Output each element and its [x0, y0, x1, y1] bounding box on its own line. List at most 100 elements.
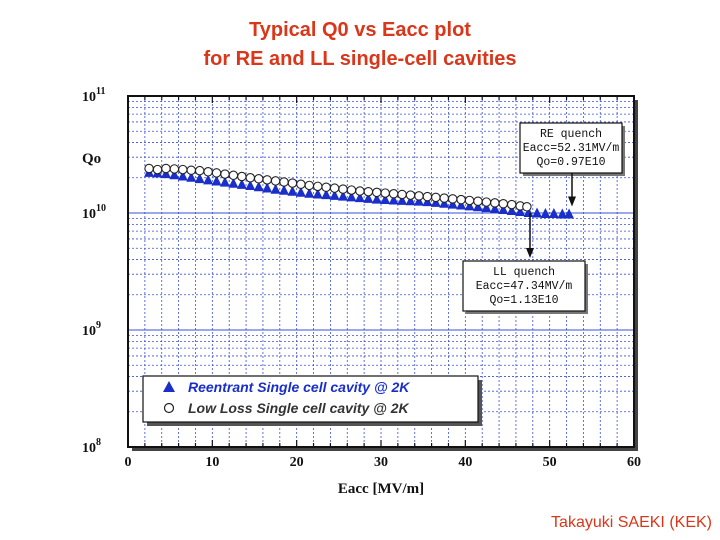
lowloss-point — [414, 191, 424, 201]
lowloss-point — [329, 183, 340, 193]
reentrant-point — [304, 187, 315, 198]
x-tick-label: 40 — [458, 455, 472, 470]
lowloss-point — [279, 177, 289, 187]
lowloss-point — [144, 163, 154, 174]
reentrant-point — [481, 202, 492, 213]
lowloss-point — [304, 180, 315, 191]
reentrant-point — [211, 175, 222, 186]
author-credit: Takayuki SAEKI (KEK) — [551, 514, 712, 531]
reentrant-point — [363, 192, 374, 203]
lowloss-point — [220, 169, 230, 179]
lowloss-point — [439, 193, 449, 203]
reentrant-point — [329, 189, 340, 200]
reentrant-point — [346, 191, 357, 202]
y-tick-label: 1010 — [82, 203, 106, 222]
x-tick-label: 20 — [290, 455, 304, 470]
annotation-line: Eacc=47.34MV/m — [476, 280, 573, 293]
x-tick-label: 10 — [205, 455, 219, 470]
lowloss-point — [405, 190, 416, 200]
lowloss-point — [498, 198, 509, 209]
reentrant-point — [253, 181, 264, 192]
annotation-line: LL quench — [493, 266, 555, 279]
reentrant-point — [498, 204, 509, 215]
lowloss-point — [380, 188, 390, 198]
lowloss-point — [388, 189, 399, 199]
reentrant-point — [564, 208, 575, 219]
lowloss-point — [245, 173, 256, 183]
reentrant-point — [413, 195, 424, 206]
lowloss-point — [473, 196, 483, 207]
reentrant-point — [456, 199, 467, 210]
lowloss-point — [296, 179, 306, 190]
lowloss-point — [169, 164, 180, 174]
annotation-arrow-head — [526, 248, 534, 258]
reentrant-point — [354, 192, 365, 203]
lowloss-point — [490, 198, 500, 208]
reentrant-point — [321, 189, 332, 200]
annotation-line: Eacc=52.31MV/m — [523, 142, 620, 155]
reentrant-point — [287, 185, 298, 196]
reentrant-point — [405, 195, 416, 206]
reentrant-point — [380, 194, 391, 205]
x-tick-label: 50 — [543, 455, 557, 470]
x-tick-label: 0 — [125, 455, 132, 470]
lowloss-point — [397, 189, 407, 200]
reentrant-point — [270, 183, 281, 194]
lowloss-point — [522, 202, 532, 212]
lowloss-point — [186, 165, 197, 175]
reentrant-point — [219, 176, 230, 187]
reentrant-point — [489, 203, 500, 214]
reentrant-point — [338, 190, 349, 201]
lowloss-point — [456, 194, 466, 205]
slide-title-line-2: for RE and LL single-cell cavities — [203, 48, 517, 70]
reentrant-point — [177, 170, 188, 181]
reentrant-point — [371, 193, 382, 204]
reentrant-point — [397, 194, 408, 205]
reentrant-point — [194, 173, 205, 184]
lowloss-point — [338, 184, 348, 194]
lowloss-point — [481, 197, 492, 207]
annotation-arrow-head — [568, 196, 576, 207]
reentrant-point — [295, 186, 306, 197]
legend-triangle-marker — [163, 381, 175, 392]
lowloss-point — [447, 194, 458, 204]
annotation-box — [519, 122, 623, 174]
y-axis-title: Qo — [82, 151, 101, 167]
reentrant-point — [548, 208, 559, 219]
lowloss-point — [270, 176, 281, 186]
chart-legend: Reentrant Single cell cavity @ 2K Low Los… — [142, 375, 482, 426]
reentrant-point — [506, 205, 517, 216]
reentrant-point — [186, 171, 197, 182]
x-tick-label: 30 — [374, 455, 388, 470]
lowloss-point — [431, 192, 441, 203]
lowloss-point — [161, 163, 171, 174]
reentrant-point — [540, 208, 551, 219]
lowloss-point — [372, 187, 382, 198]
y-tick-label: 108 — [82, 437, 101, 456]
reentrant-point — [515, 205, 526, 216]
lowloss-point — [422, 191, 433, 202]
lowloss-point — [464, 195, 475, 206]
reentrant-point — [312, 188, 323, 199]
reentrant-point — [388, 194, 399, 205]
annotation-line: Qo=0.97E10 — [536, 156, 605, 169]
reentrant-point — [228, 177, 239, 188]
lowloss-point — [355, 186, 365, 196]
x-axis-title: Eacc [MV/m] — [338, 481, 424, 497]
series-lowloss — [144, 163, 532, 212]
reentrant-point — [203, 174, 214, 185]
lowloss-point — [312, 181, 323, 192]
lowloss-point — [363, 186, 374, 197]
lowloss-point — [203, 167, 213, 177]
lowloss-point — [287, 178, 298, 188]
y-tick-label: 1011 — [82, 86, 105, 105]
annotation-line: Qo=1.13E10 — [489, 294, 558, 307]
reentrant-point — [169, 169, 180, 180]
slide-title-line-1: Typical Q0 vs Eacc plot — [249, 19, 471, 41]
lowloss-point — [152, 164, 163, 175]
lowloss-point — [253, 174, 264, 184]
lowloss-point — [321, 182, 331, 192]
